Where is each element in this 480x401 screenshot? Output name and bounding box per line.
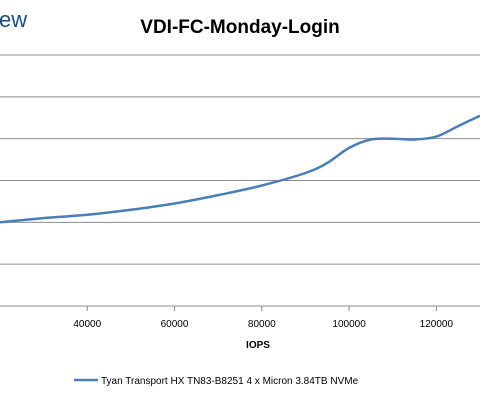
x-axis-ticks: 40000 60000 80000 100000 120000 bbox=[73, 306, 453, 330]
series-lines bbox=[0, 114, 480, 224]
x-tick-label-1: 60000 bbox=[161, 319, 189, 330]
x-axis-label: IOPS bbox=[246, 340, 270, 351]
legend: Tyan Transport HX TN83-B8251 4 x Micron … bbox=[74, 376, 359, 387]
x-tick-label-0: 40000 bbox=[73, 319, 101, 330]
x-tick-label-3: 100000 bbox=[332, 319, 366, 330]
series-line-0 bbox=[0, 114, 480, 224]
chart-title: VDI-FC-Monday-Login bbox=[140, 17, 339, 38]
legend-label: Tyan Transport HX TN83-B8251 4 x Micron … bbox=[101, 376, 359, 387]
gridlines bbox=[0, 54, 480, 307]
x-tick-label-4: 120000 bbox=[420, 319, 454, 330]
brand-logo-text: ew bbox=[0, 7, 27, 32]
x-tick-label-2: 80000 bbox=[248, 319, 276, 330]
